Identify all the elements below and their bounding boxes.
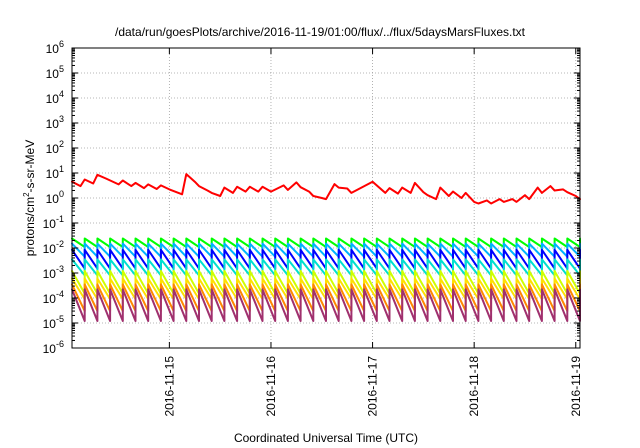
y-axis-label-base: protons/cm (23, 197, 37, 256)
series-line-1 (71, 173, 581, 205)
y-tick-base: 10 (43, 342, 57, 356)
y-tick-base: 10 (46, 67, 60, 81)
y-tick-label: 10-5 (43, 314, 64, 331)
x-tick-label: 2016-11-15 (162, 356, 176, 417)
series-line-9 (71, 288, 581, 322)
y-tick-label: 10-1 (43, 214, 64, 231)
y-axis-label-sup: 2 (22, 192, 31, 197)
x-tick-label: 2016-11-19 (569, 356, 583, 417)
y-tick-base: 10 (46, 42, 60, 56)
y-tick-exponent: 5 (59, 64, 64, 74)
y-axis: 10610510410310210110010-110-210-310-410-… (43, 39, 580, 356)
y-tick-label: 101 (46, 164, 64, 181)
y-tick-exponent: 6 (59, 39, 64, 49)
y-tick-label: 104 (46, 89, 64, 106)
x-tick-label: 2016-11-16 (264, 356, 278, 417)
y-tick-base: 10 (46, 167, 60, 181)
y-tick-exponent: 3 (59, 114, 64, 124)
y-tick-base: 10 (46, 117, 60, 131)
y-tick-label: 105 (46, 64, 64, 81)
y-tick-label: 10-4 (43, 289, 64, 306)
y-tick-base: 10 (43, 242, 57, 256)
y-tick-base: 10 (43, 317, 57, 331)
y-tick-label: 10-2 (43, 239, 64, 256)
y-tick-exponent: 1 (59, 164, 64, 174)
x-tick-label: 2016-11-17 (366, 356, 380, 417)
y-tick-exponent: -3 (56, 264, 64, 274)
x-tick-label: 2016-11-18 (467, 356, 481, 417)
y-tick-label: 102 (46, 139, 64, 156)
chart-title: /data/run/goesPlots/archive/2016-11-19/0… (115, 25, 526, 39)
y-tick-base: 10 (43, 267, 57, 281)
y-tick-exponent: 0 (59, 189, 64, 199)
y-tick-exponent: -6 (56, 339, 64, 349)
y-tick-label: 103 (46, 114, 64, 131)
x-axis-label: Coordinated Universal Time (UTC) (234, 431, 418, 445)
y-tick-base: 10 (43, 292, 57, 306)
y-axis-label: protons/cm2-s-sr-MeV (22, 140, 37, 256)
y-tick-base: 10 (46, 142, 60, 156)
series-layer (71, 173, 581, 322)
y-tick-base: 10 (43, 217, 57, 231)
y-tick-label: 10-6 (43, 339, 64, 356)
y-tick-label: 10-3 (43, 264, 64, 281)
y-tick-exponent: -4 (56, 289, 64, 299)
y-tick-label: 106 (46, 39, 64, 56)
y-tick-base: 10 (46, 92, 60, 106)
y-tick-label: 100 (46, 189, 64, 206)
y-axis-label-rest: -s-sr-MeV (23, 140, 37, 193)
y-tick-exponent: -2 (56, 239, 64, 249)
y-tick-exponent: -1 (56, 214, 64, 224)
y-tick-base: 10 (46, 192, 60, 206)
y-tick-exponent: -5 (56, 314, 64, 324)
y-tick-exponent: 2 (59, 139, 64, 149)
y-tick-exponent: 4 (59, 89, 64, 99)
x-axis: 2016-11-15 2016-11-16 2016-11-17 2016-11-18… (162, 48, 583, 417)
